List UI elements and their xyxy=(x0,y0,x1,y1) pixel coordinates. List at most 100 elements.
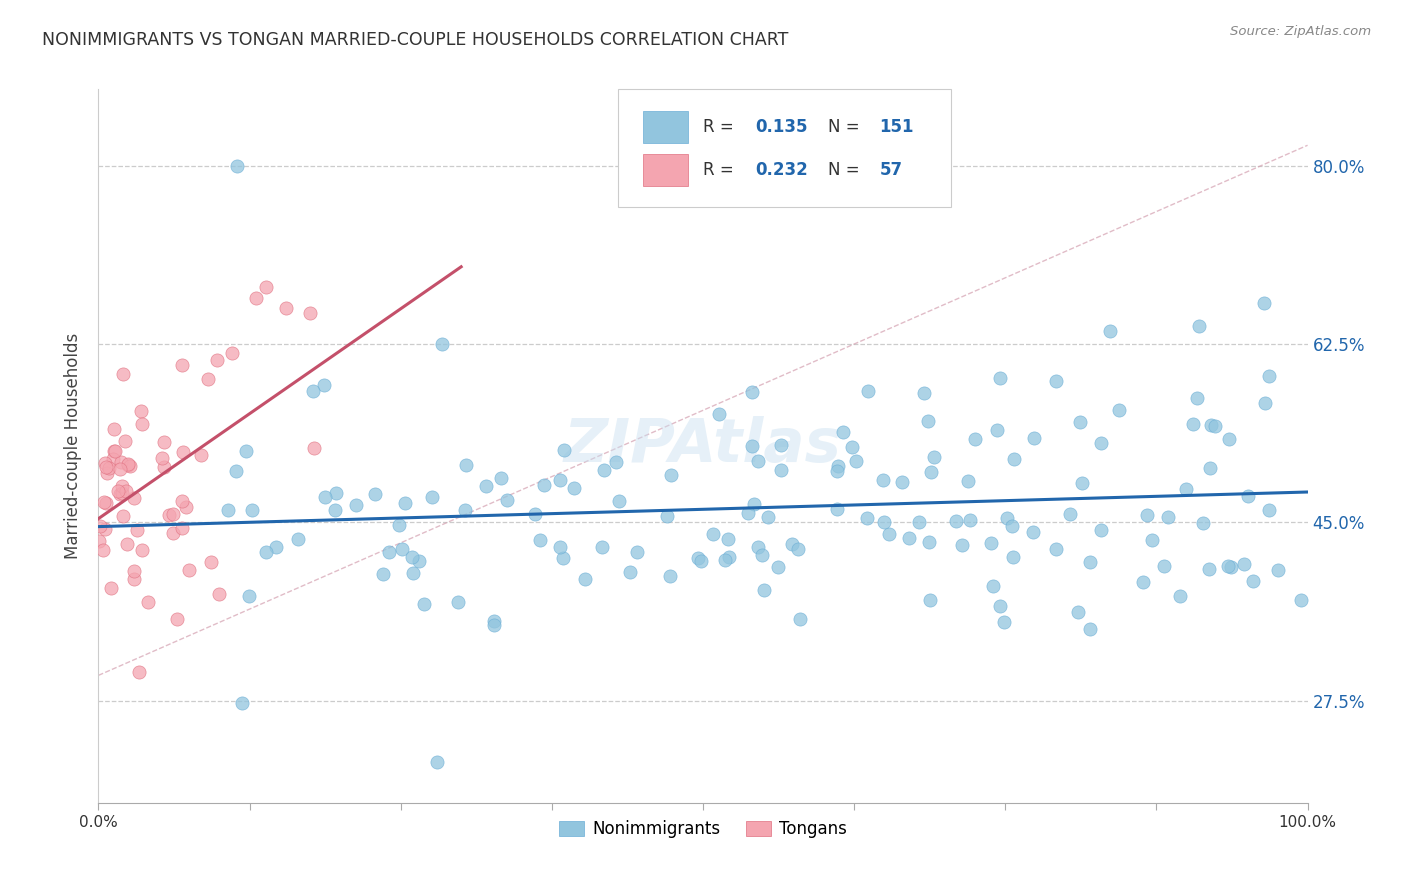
Nonimmigrants xyxy=(619,565,641,579)
Nonimmigrants xyxy=(426,755,449,769)
Tongans xyxy=(162,526,184,541)
Nonimmigrants xyxy=(980,535,1002,549)
Tongans xyxy=(302,441,325,455)
Nonimmigrants xyxy=(780,537,803,551)
Nonimmigrants xyxy=(744,497,766,511)
Nonimmigrants xyxy=(1198,562,1220,576)
Nonimmigrants xyxy=(388,518,411,533)
Nonimmigrants xyxy=(553,443,575,458)
Nonimmigrants xyxy=(920,592,942,607)
Nonimmigrants xyxy=(302,384,325,398)
Tongans xyxy=(96,466,118,480)
Nonimmigrants xyxy=(1067,605,1090,619)
Tongans xyxy=(153,434,176,449)
Nonimmigrants xyxy=(1258,502,1281,516)
Nonimmigrants xyxy=(562,481,585,495)
Nonimmigrants xyxy=(1218,432,1240,446)
Text: R =: R = xyxy=(703,161,740,179)
Nonimmigrants xyxy=(408,553,430,567)
Nonimmigrants xyxy=(659,468,682,483)
Tongans xyxy=(100,581,122,595)
Nonimmigrants xyxy=(1002,451,1025,466)
Nonimmigrants xyxy=(591,540,613,554)
Tongans xyxy=(122,564,145,578)
Nonimmigrants xyxy=(1024,431,1046,445)
FancyBboxPatch shape xyxy=(643,111,689,143)
Nonimmigrants xyxy=(235,444,257,458)
Tongans xyxy=(166,612,188,626)
Tongans xyxy=(172,359,194,373)
Tongans xyxy=(118,458,141,473)
Nonimmigrants xyxy=(1267,563,1289,577)
Nonimmigrants xyxy=(922,450,945,465)
Tongans xyxy=(111,479,134,493)
Nonimmigrants xyxy=(1002,549,1025,564)
Nonimmigrants xyxy=(1022,524,1045,539)
Tongans xyxy=(221,346,243,360)
Tongans xyxy=(114,434,136,449)
Nonimmigrants xyxy=(1140,533,1163,547)
Tongans xyxy=(89,519,111,533)
Tongans xyxy=(108,486,131,500)
Nonimmigrants xyxy=(225,464,247,478)
Nonimmigrants xyxy=(741,385,763,400)
Nonimmigrants xyxy=(856,511,879,525)
Y-axis label: Married-couple Households: Married-couple Households xyxy=(65,333,83,559)
Nonimmigrants xyxy=(747,454,769,468)
Nonimmigrants xyxy=(1157,509,1180,524)
Nonimmigrants xyxy=(1045,541,1067,556)
Tongans xyxy=(108,462,131,476)
Nonimmigrants xyxy=(454,458,477,472)
Nonimmigrants xyxy=(995,511,1018,525)
Nonimmigrants xyxy=(1045,374,1067,388)
Nonimmigrants xyxy=(986,423,1008,437)
Tongans xyxy=(128,665,150,680)
Nonimmigrants xyxy=(626,545,648,559)
Nonimmigrants xyxy=(1188,319,1211,334)
Text: Source: ZipAtlas.com: Source: ZipAtlas.com xyxy=(1230,25,1371,38)
Nonimmigrants xyxy=(264,540,287,554)
Tongans xyxy=(131,404,153,418)
Legend: Nonimmigrants, Tongans: Nonimmigrants, Tongans xyxy=(553,814,853,845)
Nonimmigrants xyxy=(1098,324,1121,338)
Nonimmigrants xyxy=(548,540,571,554)
Tongans xyxy=(112,367,135,381)
Tongans xyxy=(103,444,125,458)
Nonimmigrants xyxy=(1185,392,1208,406)
Nonimmigrants xyxy=(1153,558,1175,573)
Nonimmigrants xyxy=(963,432,986,446)
Nonimmigrants xyxy=(231,696,253,710)
Nonimmigrants xyxy=(1233,557,1256,571)
Nonimmigrants xyxy=(737,506,759,520)
Nonimmigrants xyxy=(1059,507,1081,521)
Nonimmigrants xyxy=(655,508,678,523)
Nonimmigrants xyxy=(1199,460,1222,475)
Nonimmigrants xyxy=(872,473,894,487)
Nonimmigrants xyxy=(1001,519,1024,533)
Nonimmigrants xyxy=(1090,523,1112,537)
Nonimmigrants xyxy=(959,513,981,527)
Nonimmigrants xyxy=(898,531,921,545)
Tongans xyxy=(197,372,219,386)
Nonimmigrants xyxy=(825,502,848,516)
Text: 57: 57 xyxy=(880,161,903,179)
Nonimmigrants xyxy=(877,527,900,541)
Tongans xyxy=(101,452,124,467)
Nonimmigrants xyxy=(890,475,912,490)
Nonimmigrants xyxy=(756,509,779,524)
Tongans xyxy=(172,521,194,535)
Tongans xyxy=(136,594,159,608)
Nonimmigrants xyxy=(401,550,423,565)
Text: NONIMMIGRANTS VS TONGAN MARRIED-COUPLE HOUSEHOLDS CORRELATION CHART: NONIMMIGRANTS VS TONGAN MARRIED-COUPLE H… xyxy=(42,31,789,49)
Nonimmigrants xyxy=(945,514,967,528)
Nonimmigrants xyxy=(825,464,848,478)
Tongans xyxy=(103,422,125,436)
Nonimmigrants xyxy=(482,618,505,632)
Tongans xyxy=(94,456,117,470)
Nonimmigrants xyxy=(314,490,336,504)
Nonimmigrants xyxy=(689,554,711,568)
Nonimmigrants xyxy=(391,541,413,556)
Nonimmigrants xyxy=(551,550,574,565)
Nonimmigrants xyxy=(1078,555,1101,569)
Nonimmigrants xyxy=(1237,489,1260,503)
